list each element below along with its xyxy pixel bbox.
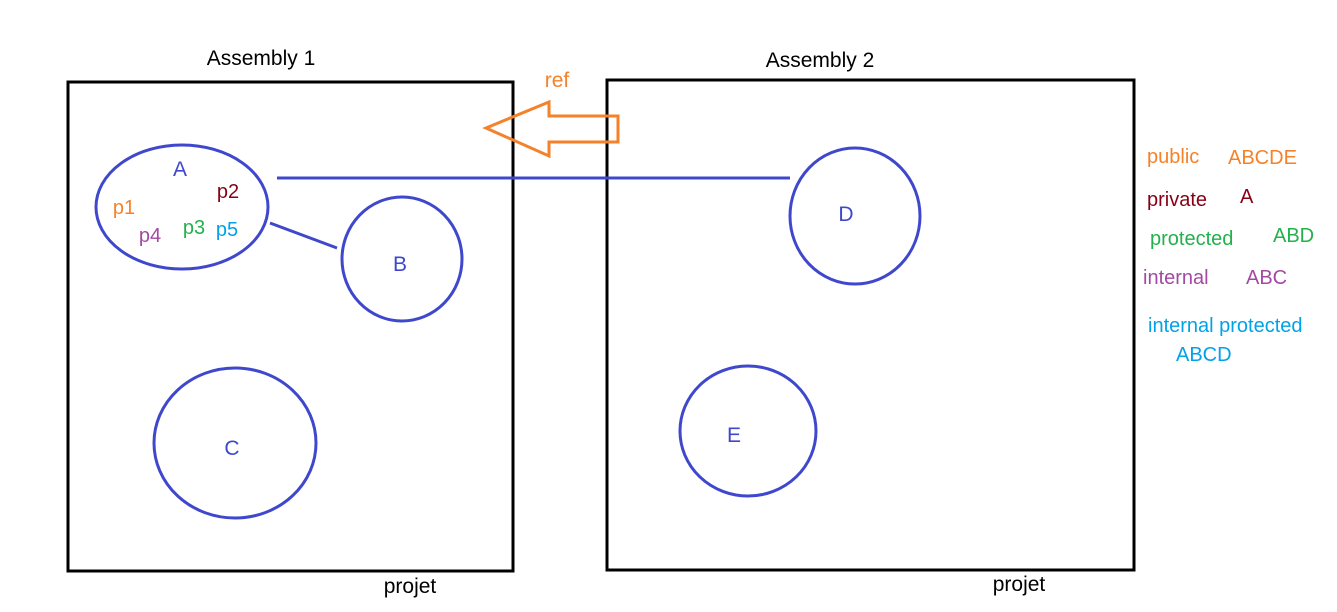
node-c-label: C [224,437,239,460]
assembly-1-footer: projet [384,575,437,598]
ref-arrow: ref [482,69,620,159]
legend-private-modifier: private [1147,189,1207,211]
legend-internal-protected-modifier: internal protected [1148,315,1303,337]
node-c: C [152,366,318,520]
assembly-1-title: Assembly 1 [207,47,316,70]
member-p5: p5 [216,219,238,241]
node-c-shape [152,366,318,520]
assembly-1: Assembly 1 projet [66,47,515,598]
ref-arrow-shape [482,99,620,159]
member-p4: p4 [139,225,161,247]
connector-a-b [269,221,338,250]
node-a-label: A [173,158,187,181]
legend-private-scope: A [1240,186,1254,208]
ref-arrow-label: ref [545,69,570,92]
legend: public ABCDE private A protected ABD int… [1143,146,1314,366]
legend-internal-scope: ABC [1246,267,1287,289]
node-b-shape [340,195,464,323]
legend-internal-modifier: internal [1143,267,1209,289]
assembly-2-footer: projet [993,573,1046,596]
node-a: A p1 p2 p3 p4 p5 [94,143,270,271]
assembly-2: Assembly 2 projet [605,49,1136,596]
member-p3: p3 [183,217,205,239]
legend-public-modifier: public [1147,146,1199,168]
assembly-2-frame [605,78,1136,572]
node-e-label: E [727,424,741,447]
assembly-2-title: Assembly 2 [766,49,875,72]
assembly-1-frame [66,80,515,573]
member-p1: p1 [113,197,135,219]
legend-protected-scope: ABD [1273,225,1314,247]
node-b: B [340,195,464,323]
node-d: D [788,146,922,286]
node-d-label: D [838,203,853,226]
legend-protected-modifier: protected [1150,228,1233,250]
member-p2: p2 [217,181,239,203]
legend-internal-protected-scope: ABCD [1176,344,1232,366]
node-e: E [678,364,818,498]
node-b-label: B [393,253,407,276]
node-d-shape [788,146,922,286]
node-a-shape [94,143,270,271]
legend-public-scope: ABCDE [1228,147,1297,169]
node-e-shape [678,364,818,498]
